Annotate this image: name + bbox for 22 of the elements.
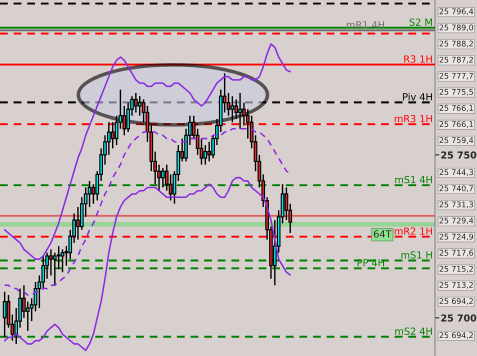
line-series (4, 176, 292, 352)
ref-line-label: mR3 1H (394, 114, 432, 122)
candlestick (207, 141, 212, 162)
y-tick-label: 25 750 (441, 151, 476, 159)
ref-line-label: R3 1H (404, 55, 432, 63)
ref-line-label: Piv 4H (403, 92, 432, 100)
candlestick (110, 122, 115, 150)
candlestick (161, 167, 165, 188)
candlestick (49, 248, 53, 276)
candlestick (2, 291, 6, 338)
ref-line-label: mS1 4H (395, 176, 432, 184)
y-tick-label: 25 700 (441, 314, 476, 322)
line-series (4, 43, 292, 260)
ref-line-label: mR2 1H (394, 227, 432, 235)
ref-line-label: S2 M (410, 18, 432, 26)
candlestick (60, 248, 64, 273)
ref-line-label: mS1 H (401, 251, 432, 259)
candlestick (76, 206, 80, 240)
candlestick (26, 300, 30, 332)
annotation: 64T (374, 230, 392, 238)
candlestick (204, 144, 208, 166)
ref-line-label: mS2 4H (395, 328, 432, 335)
